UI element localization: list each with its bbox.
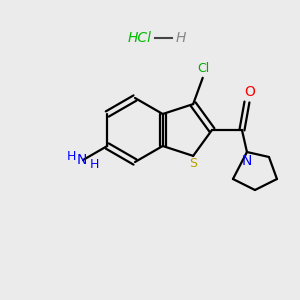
Text: S: S [189, 157, 197, 170]
Text: HCl: HCl [128, 31, 152, 45]
Text: N: N [242, 154, 252, 168]
Text: O: O [244, 85, 255, 99]
Text: H: H [89, 158, 99, 170]
Text: H: H [66, 149, 76, 163]
Text: H: H [176, 31, 186, 45]
Text: Cl: Cl [198, 62, 210, 75]
Text: N: N [77, 153, 87, 167]
